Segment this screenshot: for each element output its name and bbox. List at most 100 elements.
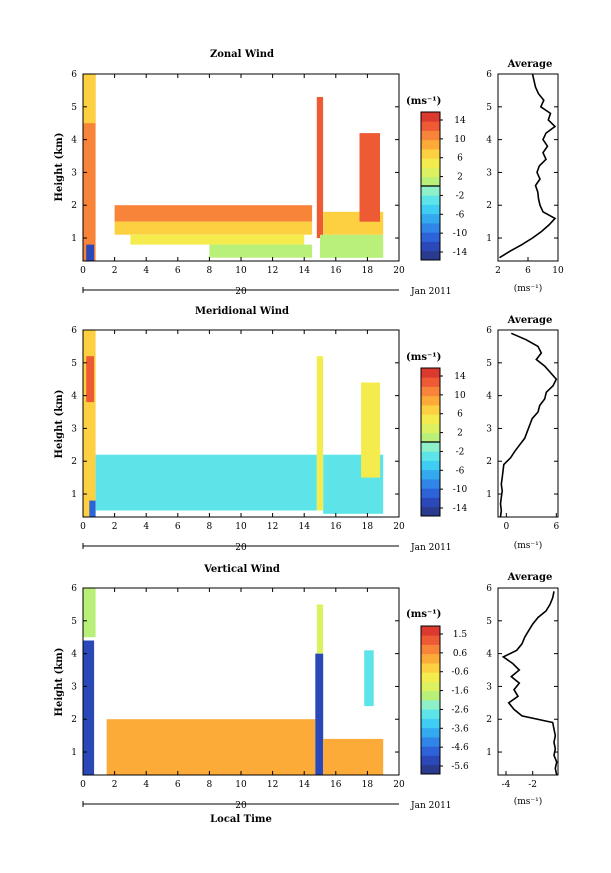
colorbar-swatch [421, 737, 440, 747]
colorbar-swatch [421, 681, 440, 692]
y-axis-label: Height (km) [54, 133, 65, 202]
colorbar-tick-label: -14 [453, 504, 468, 514]
colorbar-swatch [421, 176, 440, 187]
heatmap-cell-3 [315, 653, 324, 775]
average-unit: (ms⁻¹) [514, 796, 543, 807]
colorbar-swatch [421, 139, 440, 150]
colorbar: 14 10 6 2 -2 -6 -10 -14 [420, 111, 468, 261]
average-frame [497, 329, 559, 518]
x-tick-label: 18 [362, 780, 374, 790]
colorbar-tick-label: 6 [457, 154, 463, 164]
colorbar-swatch [421, 755, 440, 766]
colorbar-tick-label: -2.6 [451, 705, 469, 715]
colorbar-tick-label: 14 [454, 372, 466, 382]
y-tick-label: 3 [71, 168, 77, 178]
average-y-tick-label: 5 [486, 103, 492, 113]
colorbar-tick-label: -6 [456, 466, 465, 476]
colorbar-tick-label: 10 [454, 135, 466, 145]
colorbar-unit: (ms⁻¹) [406, 96, 441, 107]
colorbar-tick-label: -10 [453, 485, 468, 495]
x-tick-label: 16 [330, 266, 342, 276]
y-tick-label: 2 [71, 457, 77, 467]
x-tick-label: 0 [80, 266, 86, 276]
average-y-tick-label: 1 [486, 234, 492, 244]
average-x-tick-label: -4 [502, 780, 511, 790]
colorbar-swatch [421, 223, 440, 233]
y-tick-label: 3 [71, 682, 77, 692]
average-y-tick-label: 4 [486, 136, 492, 146]
y-axis-label: Height (km) [54, 390, 65, 459]
x-tick-label: 12 [267, 266, 278, 276]
panel-title: Meridional Wind [195, 306, 289, 317]
average-y-tick-label: 6 [486, 326, 492, 336]
heatmap-cell-5 [323, 738, 384, 775]
y-tick-label: 6 [71, 326, 77, 336]
heatmap [83, 330, 384, 517]
y-tick-label: 6 [71, 584, 77, 594]
average-y-tick-label: 6 [486, 584, 492, 594]
colorbar-tick-label: 6 [457, 410, 463, 420]
colorbar-tick-label: -4.6 [451, 743, 469, 753]
colorbar-swatch [421, 386, 440, 397]
colorbar-swatch [421, 241, 440, 252]
date-label: Jan 2011 [410, 801, 452, 811]
average-y-tick-label: 4 [486, 392, 492, 402]
x-tick-label: 20 [393, 780, 405, 790]
average-unit: (ms⁻¹) [514, 283, 543, 294]
y-tick-label: 2 [71, 201, 77, 211]
x-tick-label: 10 [235, 780, 247, 790]
x-axis-label: Local Time [210, 814, 272, 825]
average-y-tick-label: 6 [486, 70, 492, 80]
average-y-tick-label: 2 [486, 201, 492, 211]
x-axis: 0 2 4 6 8 10 12 14 16 18 20 [80, 588, 405, 790]
average-title: Average [507, 572, 553, 583]
average-y-tick-label: 2 [486, 715, 492, 725]
x-tick-label: 2 [112, 522, 118, 532]
y-tick-label: 5 [71, 359, 77, 369]
date-axis: 20 Jan 2011 [82, 287, 452, 297]
average-profile-line [501, 591, 558, 776]
average-y-tick-label: 3 [486, 682, 492, 692]
average-y-tick-label: 3 [486, 168, 492, 178]
x-tick-label: 8 [207, 522, 213, 532]
colorbar-swatch [421, 432, 440, 443]
y-tick-label: 4 [71, 650, 77, 660]
average-x-tick-label: 6 [525, 266, 531, 276]
x-tick-label: 8 [207, 780, 213, 790]
colorbar-swatch [421, 405, 440, 415]
average-y-tick-label: 5 [486, 359, 492, 369]
colorbar-swatch [421, 130, 440, 141]
average-profile-line [499, 73, 557, 259]
colorbar-swatch [421, 158, 440, 168]
colorbar-swatch [421, 149, 440, 159]
x-tick-label: 14 [298, 780, 310, 790]
average-x-tick-label: 2 [495, 266, 501, 276]
colorbar-tick-label: -1.6 [451, 687, 469, 697]
colorbar-tick-label: 2 [457, 173, 463, 183]
average-y-tick-label: 2 [486, 457, 492, 467]
colorbar-swatch [421, 250, 440, 261]
panel-title: Vertical Wind [203, 564, 280, 575]
x-tick-label: 2 [112, 780, 118, 790]
x-tick-label: 4 [143, 522, 149, 532]
colorbar-swatch [421, 186, 440, 196]
average-x-tick-label: 10 [552, 266, 564, 276]
x-tick-label: 4 [143, 780, 149, 790]
x-tick-label: 8 [207, 266, 213, 276]
x-tick-label: 16 [330, 780, 342, 790]
average-frame [497, 73, 559, 262]
x-tick-label: 18 [362, 522, 374, 532]
x-tick-label: 16 [330, 522, 342, 532]
heatmap-cell-4 [316, 604, 324, 654]
average-x-tick-label: 0 [503, 522, 509, 532]
colorbar: 1.5 0.6 -0.6 -1.6 -2.6 -3.6 -4.6 -5.6 [420, 625, 469, 775]
average-y-tick-label: 1 [486, 748, 492, 758]
average-plot: 1 2 3 4 5 6 -4 -2 [486, 584, 558, 790]
y-tick-label: 6 [71, 70, 77, 80]
colorbar-tick-label: 0.6 [453, 649, 468, 659]
day-label: 20 [235, 287, 247, 297]
day-label: 20 [235, 801, 247, 811]
colorbar: 14 10 6 2 -2 -6 -10 -14 [420, 367, 468, 517]
colorbar-unit: (ms⁻¹) [406, 352, 441, 363]
colorbar-swatch [421, 469, 440, 480]
